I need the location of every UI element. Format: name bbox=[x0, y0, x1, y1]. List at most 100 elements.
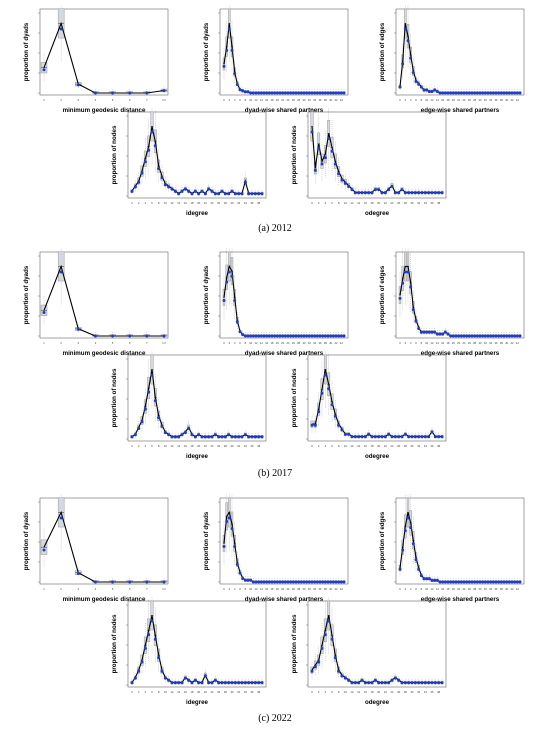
mean-point-29 bbox=[227, 192, 231, 196]
mean-point-38 bbox=[323, 334, 327, 338]
mean-point-7 bbox=[241, 333, 245, 337]
x-tick-label: 26 bbox=[397, 444, 400, 448]
mean-point-9 bbox=[160, 176, 164, 180]
mean-point-10 bbox=[163, 183, 167, 187]
mean-point-7 bbox=[417, 82, 421, 86]
mean-point-41 bbox=[507, 580, 511, 584]
mean-point-2 bbox=[59, 270, 63, 274]
mean-point-36 bbox=[318, 91, 322, 95]
x-tick-label: 18 bbox=[271, 98, 274, 102]
y-axis-label: proportion of nodes bbox=[291, 368, 298, 427]
mean-point-8 bbox=[337, 669, 341, 673]
mean-point-6 bbox=[128, 334, 132, 338]
mean-point-41 bbox=[331, 91, 335, 95]
x-tick-label: 38 bbox=[257, 690, 260, 694]
mean-point-0 bbox=[222, 298, 226, 302]
mean-point-17 bbox=[443, 91, 447, 95]
mean-point-18 bbox=[370, 681, 374, 685]
x-tick-label: 6 bbox=[151, 444, 153, 448]
mean-point-39 bbox=[260, 435, 264, 439]
x-tick-label: 24 bbox=[391, 690, 394, 694]
mean-point-20 bbox=[197, 192, 201, 196]
mean-point-15 bbox=[262, 580, 266, 584]
mean-point-31 bbox=[413, 191, 417, 195]
mean-point-2 bbox=[59, 27, 63, 31]
mean-point-40 bbox=[329, 580, 333, 584]
mean-point-5 bbox=[235, 562, 239, 566]
observed-line bbox=[223, 264, 344, 337]
mean-point-22 bbox=[281, 91, 285, 95]
mean-point-4 bbox=[143, 160, 147, 164]
mean-point-3 bbox=[320, 391, 324, 395]
mean-point-10 bbox=[343, 676, 347, 680]
mean-point-13 bbox=[433, 88, 437, 92]
mean-point-17 bbox=[367, 191, 371, 195]
y-axis-label: proportion of dyads bbox=[203, 265, 210, 324]
box-0 bbox=[222, 47, 226, 81]
mean-point-38 bbox=[257, 435, 261, 439]
chart-odegree-c: 0 2 4 6 8 10 12 14 16 18 20 22 24 26 28 30 32 34 36 38odegr… bbox=[291, 597, 447, 706]
box-2 bbox=[404, 248, 407, 306]
observed-line bbox=[399, 512, 520, 583]
mean-point-27 bbox=[294, 334, 298, 338]
x-tick-label: 22 bbox=[204, 690, 207, 694]
mean-point-6 bbox=[414, 79, 418, 83]
mean-point-2 bbox=[403, 529, 407, 533]
mean-point-12 bbox=[254, 91, 258, 95]
mean-point-18 bbox=[370, 435, 374, 439]
x-tick-label: 22 bbox=[457, 587, 460, 591]
mean-point-35 bbox=[491, 580, 495, 584]
x-tick-label: 28 bbox=[473, 341, 476, 345]
x-tick-label: 18 bbox=[271, 587, 274, 591]
mean-point-30 bbox=[230, 189, 234, 193]
plot-frame bbox=[127, 354, 267, 442]
mean-point-35 bbox=[427, 435, 431, 439]
mean-point-29 bbox=[299, 91, 303, 95]
observed-line bbox=[223, 511, 344, 583]
mean-point-3 bbox=[406, 39, 410, 43]
box-3 bbox=[406, 248, 410, 306]
mean-point-11 bbox=[427, 90, 431, 94]
x-tick-label: 6 bbox=[331, 690, 333, 694]
x-tick-label: 34 bbox=[313, 341, 316, 345]
observed-line bbox=[311, 615, 442, 684]
mean-point-2 bbox=[137, 669, 141, 673]
mean-point-1 bbox=[133, 185, 137, 189]
x-tick-label: 34 bbox=[489, 341, 492, 345]
mean-point-27 bbox=[294, 580, 298, 584]
y-axis-label: proportion of edges bbox=[379, 265, 386, 324]
x-tick-label: 22 bbox=[384, 690, 387, 694]
mean-point-36 bbox=[318, 580, 322, 584]
mean-point-26 bbox=[291, 91, 295, 95]
plot-frame bbox=[127, 111, 267, 199]
mean-point-8 bbox=[157, 416, 161, 420]
x-tick-label: 14 bbox=[177, 444, 180, 448]
x-tick-label: 38 bbox=[257, 444, 260, 448]
mean-point-42 bbox=[334, 580, 338, 584]
y-axis-label: proportion of nodes bbox=[291, 125, 298, 184]
mean-point-21 bbox=[200, 435, 204, 439]
mean-point-12 bbox=[430, 578, 434, 582]
mean-point-25 bbox=[213, 433, 217, 437]
x-tick-label: 18 bbox=[371, 690, 374, 694]
x-tick-label: 34 bbox=[489, 98, 492, 102]
mean-point-38 bbox=[437, 435, 441, 439]
mean-point-12 bbox=[350, 435, 354, 439]
chart-odegree-b: 0 2 4 6 8 10 12 14 16 18 20 22 24 26 28 30 32 34 36 38odegr… bbox=[291, 351, 447, 460]
box-1 bbox=[40, 296, 48, 325]
x-tick-label: Inf bbox=[163, 98, 166, 102]
mean-point-22 bbox=[457, 91, 461, 95]
mean-point-20 bbox=[377, 435, 381, 439]
mean-point-38 bbox=[323, 580, 327, 584]
mean-point-5 bbox=[327, 136, 331, 140]
mean-point-18 bbox=[446, 332, 450, 336]
mean-point-32 bbox=[307, 91, 311, 95]
mean-point-25 bbox=[465, 334, 469, 338]
x-tick-label: 12 bbox=[351, 201, 354, 205]
mean-point-10 bbox=[163, 676, 167, 680]
mean-point-23 bbox=[387, 188, 391, 192]
x-axis-label: edge-wise shared partners bbox=[421, 350, 500, 357]
mean-point-42 bbox=[510, 91, 514, 95]
x-tick-label: 2 bbox=[229, 587, 231, 591]
x-tick-label: 24 bbox=[287, 587, 290, 591]
